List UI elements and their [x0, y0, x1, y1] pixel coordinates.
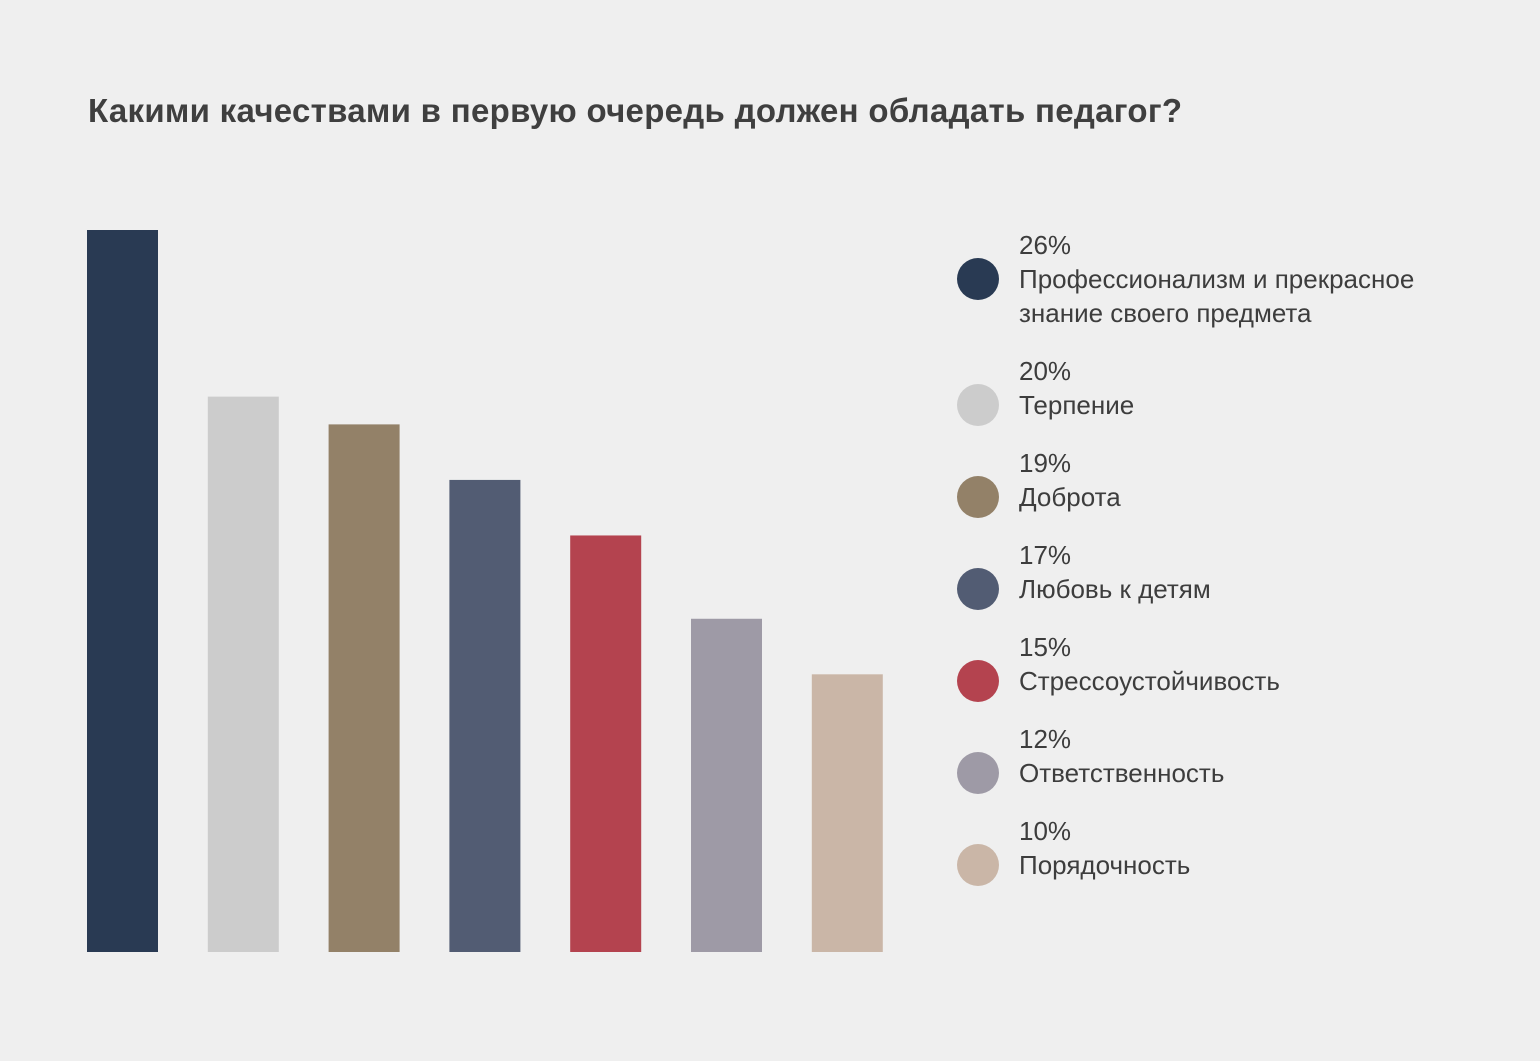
legend-color-dot	[957, 258, 999, 300]
legend-value-label: 20%	[1019, 356, 1072, 386]
bar-1	[87, 230, 158, 952]
legend-item: 19% Доброта	[957, 446, 1517, 518]
legend-item: 17% Любовь к детям	[957, 538, 1517, 610]
legend-category-label: Любовь к детям	[1019, 574, 1211, 604]
legend-color-dot	[957, 384, 999, 426]
bar-chart	[87, 230, 883, 953]
legend-color-dot	[957, 752, 999, 794]
legend-item: 12% Ответственность	[957, 722, 1517, 794]
legend-category-label: Стрессоустойчивость	[1019, 666, 1280, 696]
legend-category-label: Профессионализм и прекрасное знание свое…	[1019, 264, 1415, 328]
legend-category-label: Доброта	[1019, 482, 1121, 512]
chart-title: Какими качествами в первую очередь долже…	[88, 92, 1183, 129]
bar-2	[207, 396, 279, 953]
legend-category-label: Терпение	[1019, 390, 1135, 420]
legend-item: 10% Порядочность	[957, 814, 1517, 886]
legend-value-label: 10%	[1019, 816, 1072, 846]
legend-color-dot	[957, 660, 999, 702]
legend-value-label: 12%	[1019, 724, 1072, 754]
legend-color-dot	[957, 476, 999, 518]
legend-value-label: 17%	[1019, 540, 1072, 570]
legend-item: 15% Стрессоустойчивость	[957, 630, 1517, 702]
legend-item: 20% Терпение	[957, 354, 1517, 426]
legend-value-label: 26%	[1019, 230, 1072, 260]
bar-5	[570, 535, 642, 952]
bar-7	[811, 674, 883, 952]
legend-value-label: 19%	[1019, 448, 1072, 478]
legend-item: 26% Профессионализм и прекрасное знание с…	[957, 228, 1517, 330]
legend-value-label: 15%	[1019, 632, 1072, 662]
bar-3	[328, 424, 400, 952]
legend: 26% Профессионализм и прекрасное знание с…	[957, 228, 1517, 906]
legend-color-dot	[957, 568, 999, 610]
legend-color-dot	[957, 844, 999, 886]
bar-6	[691, 618, 762, 952]
legend-category-label: Ответственность	[1019, 758, 1225, 788]
legend-category-label: Порядочность	[1019, 850, 1191, 880]
bar-4	[449, 479, 521, 952]
